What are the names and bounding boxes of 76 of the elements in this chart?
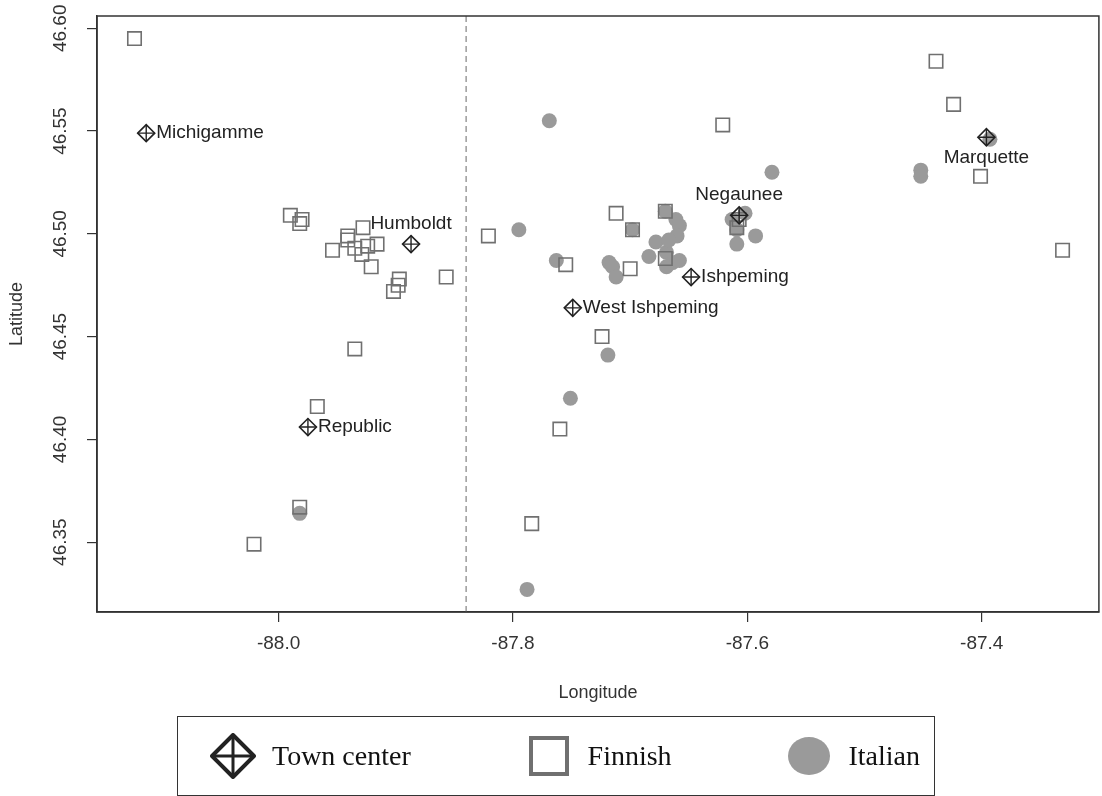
x-tick-label: -87.4 xyxy=(960,631,1004,653)
point xyxy=(973,168,989,184)
point xyxy=(928,53,944,69)
point xyxy=(1055,242,1071,258)
point xyxy=(715,117,731,133)
point xyxy=(480,228,496,244)
y-tick-label: 46.45 xyxy=(49,312,71,361)
point xyxy=(731,211,747,227)
point xyxy=(661,232,677,248)
y-tick-label: 46.60 xyxy=(49,4,71,53)
point xyxy=(355,220,371,236)
legend-label: Town center xyxy=(272,740,411,772)
point xyxy=(977,127,996,147)
point xyxy=(748,228,764,244)
point xyxy=(136,123,156,143)
legend-label: Italian xyxy=(848,740,920,772)
point xyxy=(524,516,540,532)
point xyxy=(401,234,421,254)
point xyxy=(363,259,379,275)
x-tick-label: -87.6 xyxy=(725,631,770,653)
point xyxy=(681,267,701,287)
point xyxy=(600,347,616,363)
point xyxy=(641,248,657,264)
point xyxy=(354,246,370,262)
annotation: Ishpeming xyxy=(701,265,789,287)
point xyxy=(294,211,310,227)
annotation: Negaunee xyxy=(695,183,784,205)
point xyxy=(126,31,143,47)
point xyxy=(390,277,406,293)
point xyxy=(246,536,262,552)
point xyxy=(325,242,341,258)
annotation: West Ishpeming xyxy=(582,296,719,318)
point xyxy=(608,269,624,285)
point xyxy=(562,390,578,406)
y-tick-label: 46.40 xyxy=(49,415,71,464)
point xyxy=(347,240,363,256)
y-axis-title: Latitude xyxy=(5,281,26,347)
point xyxy=(558,257,574,273)
point xyxy=(729,206,749,225)
point xyxy=(347,341,363,357)
point xyxy=(552,421,568,437)
y-tick-label: 46.50 xyxy=(49,210,71,258)
point xyxy=(292,216,308,232)
annotation: Marquette xyxy=(943,145,1030,167)
point xyxy=(563,298,583,318)
point xyxy=(519,581,535,597)
x-tick-label: -87.8 xyxy=(491,631,535,653)
point xyxy=(438,269,454,285)
point xyxy=(298,417,318,437)
point xyxy=(594,329,610,345)
x-tick-label: -88.0 xyxy=(256,631,301,653)
point xyxy=(369,236,385,252)
point xyxy=(729,236,745,252)
point xyxy=(511,222,527,238)
point xyxy=(391,271,407,287)
annotation: Republic xyxy=(317,415,392,437)
point xyxy=(282,207,298,223)
point xyxy=(292,499,308,515)
point xyxy=(764,164,780,180)
y-tick-label: 46.55 xyxy=(49,107,71,155)
point xyxy=(309,398,325,414)
point xyxy=(622,261,638,277)
y-tick-label: 46.35 xyxy=(49,518,71,566)
annotation: Michigamme xyxy=(156,121,264,143)
point xyxy=(946,96,962,112)
point xyxy=(608,205,624,221)
point xyxy=(657,250,673,267)
point xyxy=(340,232,356,248)
point xyxy=(360,238,376,254)
x-axis-title: Longitude xyxy=(558,682,638,703)
point xyxy=(541,113,557,129)
legend-label: Finnish xyxy=(587,740,672,772)
point xyxy=(340,228,356,244)
annotation: Humboldt xyxy=(370,211,453,233)
point xyxy=(648,234,664,250)
point xyxy=(385,283,401,299)
